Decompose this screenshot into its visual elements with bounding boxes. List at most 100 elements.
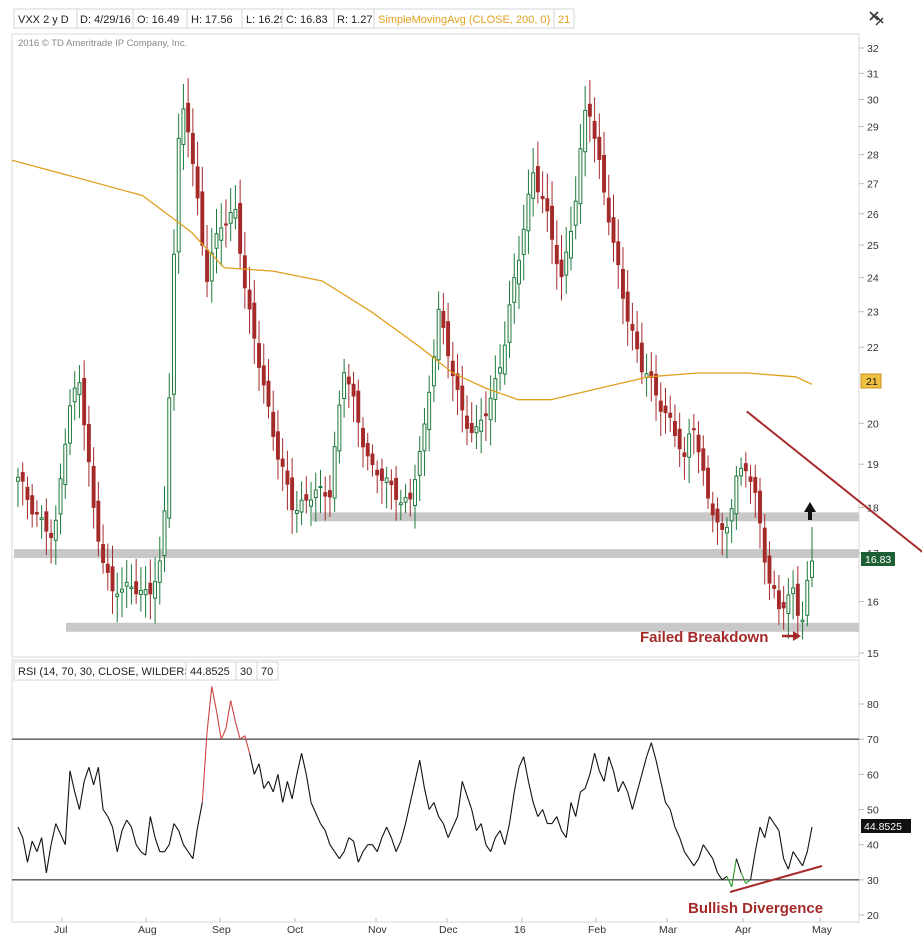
rsi-segment xyxy=(769,816,775,824)
candle-body xyxy=(753,477,758,493)
rsi-segment xyxy=(787,851,794,870)
chart-settings-icon[interactable] xyxy=(869,11,884,26)
candle-body xyxy=(138,589,143,595)
rsi-segment xyxy=(608,756,615,771)
rsi-segment xyxy=(201,732,208,803)
candle-body xyxy=(734,475,739,515)
candle-body xyxy=(285,470,290,485)
rsi-segment xyxy=(707,851,714,860)
candle-body xyxy=(724,526,729,534)
candle-body xyxy=(474,426,479,434)
candle-body xyxy=(658,400,663,412)
candle-body xyxy=(167,397,172,519)
rsi-segment xyxy=(343,837,350,852)
rsi-segment xyxy=(575,791,581,817)
rsi-segment xyxy=(438,816,444,824)
rsi-segment xyxy=(504,823,511,845)
support-band xyxy=(66,622,859,632)
rsi-segment xyxy=(381,826,388,838)
price-tick-label: 20 xyxy=(867,418,879,430)
candle-body xyxy=(115,593,120,598)
rsi-segment xyxy=(126,819,132,828)
candle-body xyxy=(611,217,616,243)
candle-body xyxy=(687,433,692,458)
rsi-segment xyxy=(111,826,118,852)
candle-body xyxy=(460,385,465,411)
candle-body xyxy=(535,166,540,193)
candle-body xyxy=(233,208,238,219)
candle-body xyxy=(318,486,323,489)
candle-body xyxy=(275,431,280,460)
rsi-segment xyxy=(409,781,416,803)
rsi-segment xyxy=(60,833,66,845)
candle-body xyxy=(153,581,158,599)
rsi-segment xyxy=(674,826,681,838)
candle-body xyxy=(498,367,503,374)
x-tick-label: Oct xyxy=(287,924,303,936)
candle-body xyxy=(800,619,805,623)
candle-body xyxy=(181,108,186,146)
x-axis: Jul Aug Sep Oct Nov Dec 16 Feb Mar Apr May xyxy=(54,918,833,936)
price-pane xyxy=(11,33,860,658)
rsi-segment xyxy=(452,816,459,828)
candle-body xyxy=(706,467,710,499)
candle-body xyxy=(209,252,214,282)
candle-body xyxy=(351,383,356,397)
candle-body xyxy=(25,486,30,500)
rsi-segment xyxy=(45,844,52,873)
candle-body xyxy=(266,380,271,407)
rsi-segment xyxy=(717,872,723,881)
candle-body xyxy=(791,587,796,595)
candle-body xyxy=(394,477,399,500)
rsi-segment xyxy=(338,851,345,860)
x-tick-label: Apr xyxy=(735,924,752,936)
candle-body xyxy=(531,172,536,199)
candle-body xyxy=(507,304,512,343)
candle-body xyxy=(252,302,257,339)
rsi-segment xyxy=(348,837,354,842)
x-tick-label: Feb xyxy=(588,924,606,936)
candle-body xyxy=(691,428,696,431)
price-header: VXX 2 y D D: 4/29/16 O: 16.49 H: 17.56 L… xyxy=(13,8,575,49)
candle-body xyxy=(77,382,82,396)
rsi-segment xyxy=(735,858,742,873)
candle-body xyxy=(810,560,814,578)
rsi-segment xyxy=(305,774,312,803)
candle-body xyxy=(654,373,658,396)
candle-body xyxy=(564,251,569,276)
failed-breakdown-annotation: Failed Breakdown xyxy=(640,629,768,646)
candle-body xyxy=(16,476,20,482)
x-tick-label: Dec xyxy=(439,924,458,936)
rsi-segment xyxy=(731,858,737,887)
candle-body xyxy=(583,109,588,153)
close-label: C: 16.83 xyxy=(286,14,328,26)
rsi-badge-text: 44.8525 xyxy=(864,821,902,833)
rsi-segment xyxy=(466,795,473,810)
candle-body xyxy=(587,103,592,117)
rsi-segment xyxy=(480,823,487,845)
rsi-segment xyxy=(773,823,780,831)
rsi-segment xyxy=(612,770,619,793)
rsi-segment xyxy=(636,774,643,793)
candle-body xyxy=(483,413,488,417)
candle-body xyxy=(668,412,673,418)
rsi-segment xyxy=(17,826,24,838)
candle-body xyxy=(521,228,526,256)
candle-body xyxy=(517,259,521,285)
candle-body xyxy=(190,132,195,165)
rsi-segment xyxy=(145,816,151,856)
rsi-tick-label: 30 xyxy=(867,875,879,887)
rsi-segment xyxy=(301,753,307,775)
rsi-segment xyxy=(806,826,813,852)
candle-body xyxy=(403,497,408,503)
rsi-segment xyxy=(688,858,695,867)
rsi-segment xyxy=(584,774,591,789)
rsi-segment xyxy=(627,791,633,810)
candle-body xyxy=(205,249,210,282)
candle-body xyxy=(502,344,507,375)
sma-badge-text: 21 xyxy=(866,376,878,388)
rsi-segment xyxy=(745,879,751,884)
candle-body xyxy=(63,443,68,485)
candle-body xyxy=(384,477,389,483)
candle-body xyxy=(805,579,810,616)
